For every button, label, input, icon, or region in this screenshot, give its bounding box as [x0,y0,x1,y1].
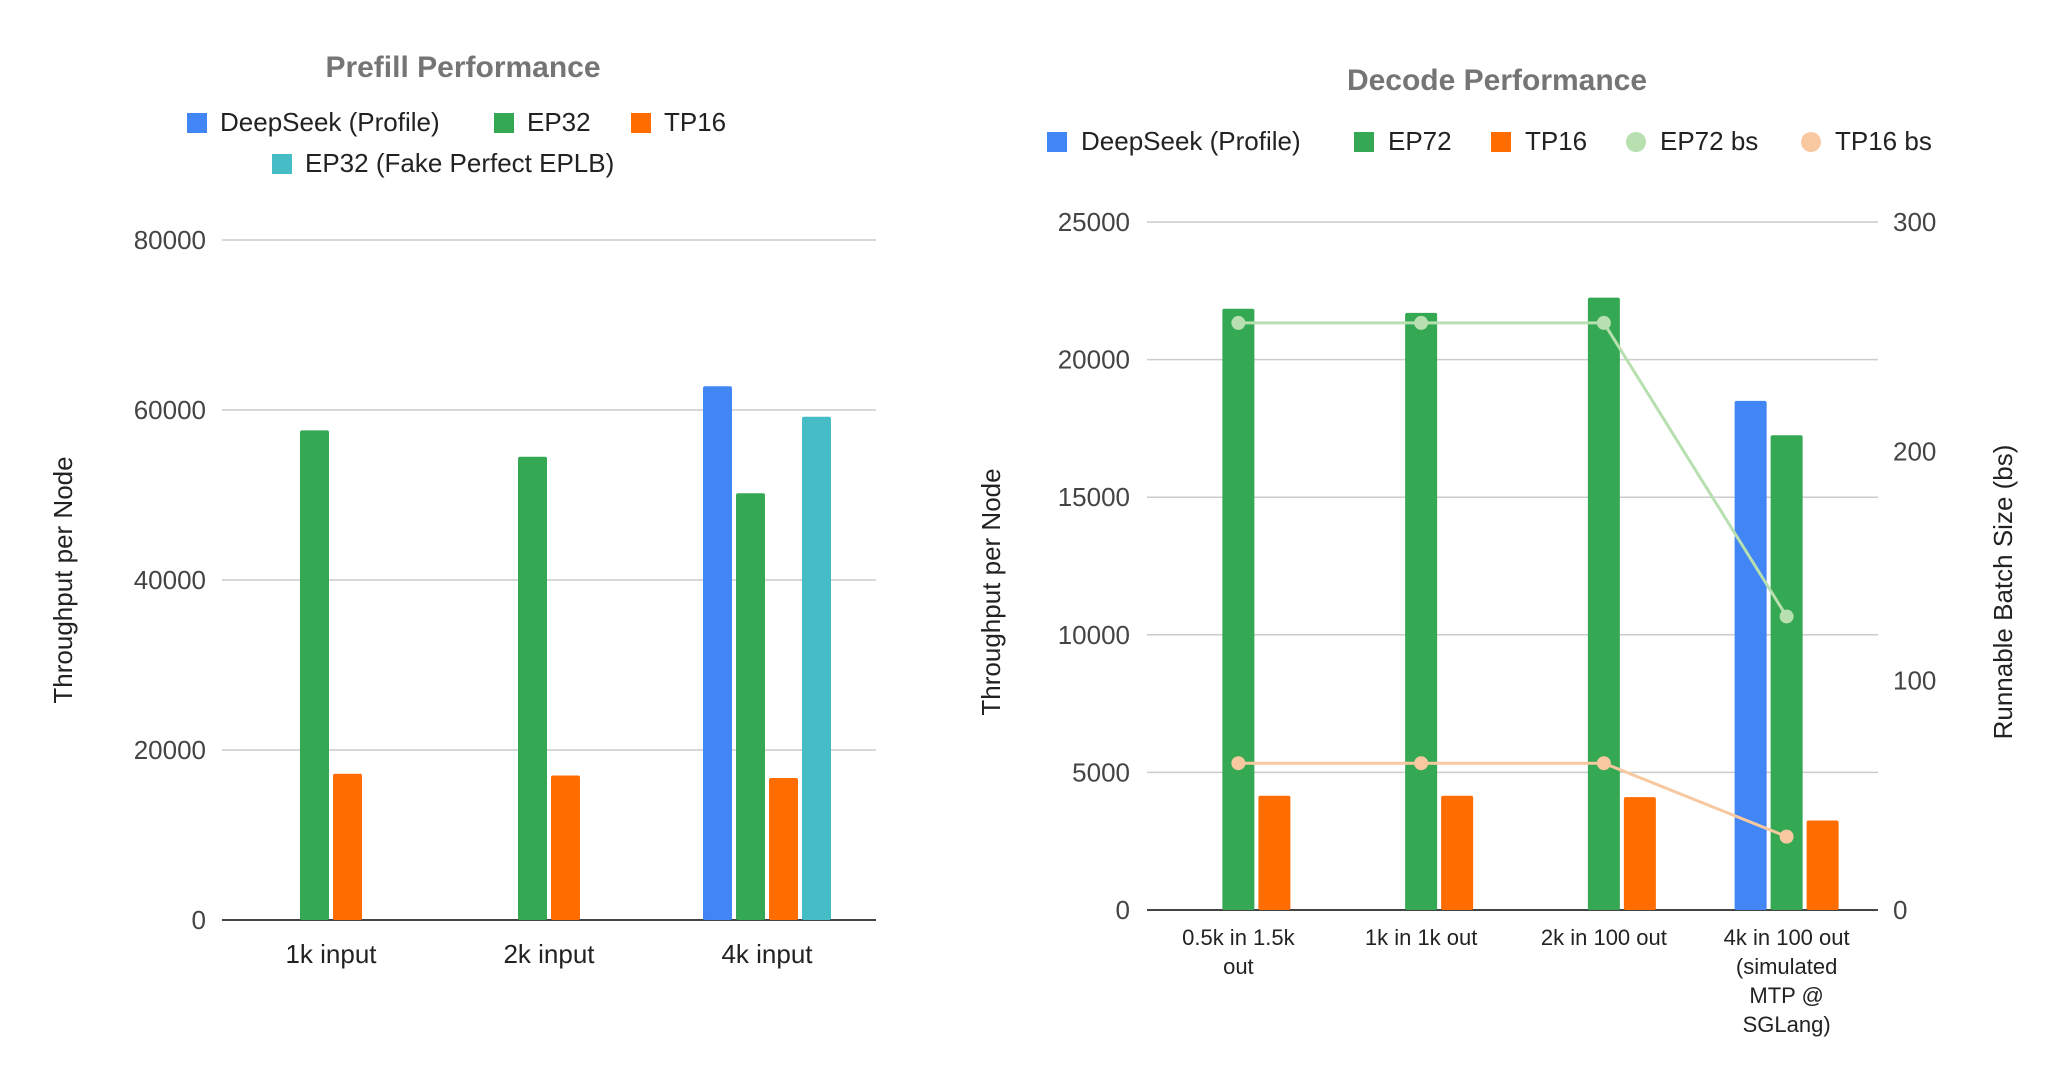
decode-bar [1441,795,1474,910]
decode-legend-label: DeepSeek (Profile) [1081,126,1301,156]
decode-x-tick-label: SGLang) [1743,1012,1831,1037]
prefill-bar [769,778,798,920]
prefill-legend-label: DeepSeek (Profile) [220,107,440,137]
decode-y2-tick-label: 300 [1893,207,1936,237]
prefill-chart-title: Prefill Performance [325,51,600,84]
decode-y-tick-label: 0 [1116,895,1130,925]
prefill-y-tick-label: 60000 [134,395,206,425]
decode-y2-tick-label: 0 [1893,895,1907,925]
decode-legend-swatch [1491,132,1511,152]
prefill-x-tick-label: 1k input [285,939,377,969]
prefill-y-tick-label: 0 [192,905,206,935]
prefill-x-tick-label: 2k input [503,939,595,969]
prefill-y-tick-label: 80000 [134,225,206,255]
decode-y-axis-title: Throughput per Node [976,468,1006,715]
decode-y-tick-label: 10000 [1058,620,1130,650]
decode-line-series [1238,321,1788,618]
decode-line-point [1596,756,1611,771]
decode-legend-label: EP72 [1388,126,1452,156]
prefill-x-tick-label: 4k input [721,939,813,969]
decode-bar [1770,435,1803,910]
decode-bar [1623,797,1656,910]
decode-line-series [1238,761,1788,839]
decode-bar [1806,820,1839,910]
decode-x-tick-label: out [1223,954,1254,979]
prefill-bar [333,773,362,920]
prefill-bar [736,493,765,920]
decode-bar [1587,297,1620,910]
decode-bar [1222,308,1255,910]
decode-x-tick-label: 2k in 100 out [1541,925,1667,950]
prefill-bar [551,775,580,920]
decode-y-tick-label: 5000 [1072,757,1130,787]
decode-line-point [1596,315,1611,330]
prefill-legend-swatch [187,113,207,133]
decode-x-tick-label: MTP @ [1749,983,1824,1008]
decode-y2-axis-title: Runnable Batch Size (bs) [1988,445,2018,740]
prefill-legend-swatch [631,113,651,133]
prefill-legend-label: EP32 (Fake Perfect EPLB) [305,148,614,178]
prefill-legend-label: TP16 [664,107,726,137]
decode-y-tick-label: 25000 [1058,207,1130,237]
prefill-bar [300,430,329,920]
decode-line-point [1231,756,1246,771]
decode-y2-tick-label: 200 [1893,436,1936,466]
prefill-legend-swatch [272,154,292,174]
decode-line-point [1231,315,1246,330]
decode-legend-swatch [1047,132,1067,152]
decode-y-tick-label: 20000 [1058,345,1130,375]
decode-line-point [1414,756,1429,771]
decode-legend-label: TP16 [1525,126,1587,156]
prefill-bar [703,386,732,920]
prefill-y-tick-label: 40000 [134,565,206,595]
prefill-legend-swatch [494,113,514,133]
decode-legend-swatch [1626,132,1646,152]
decode-legend-label: EP72 bs [1660,126,1758,156]
decode-y2-tick-label: 100 [1893,666,1936,696]
decode-y-tick-label: 15000 [1058,482,1130,512]
decode-x-tick-label: (simulated [1736,954,1837,979]
decode-bar [1405,312,1438,910]
decode-x-tick-label: 0.5k in 1.5k [1182,925,1296,950]
decode-legend-swatch [1801,132,1821,152]
prefill-y-axis-title: Throughput per Node [48,456,78,703]
decode-x-tick-label: 1k in 1k out [1365,925,1478,950]
prefill-bar [518,456,547,920]
decode-legend-swatch [1354,132,1374,152]
decode-x-tick-label: 4k in 100 out [1724,925,1850,950]
decode-bar [1734,400,1767,910]
prefill-y-tick-label: 20000 [134,735,206,765]
decode-legend-label: TP16 bs [1835,126,1932,156]
decode-chart-title: Decode Performance [1347,64,1647,97]
prefill-legend-label: EP32 [527,107,591,137]
decode-line-point [1414,315,1429,330]
prefill-bar [802,416,831,920]
decode-bar [1258,795,1291,910]
decode-line-point [1779,609,1794,624]
decode-line-point [1779,829,1794,844]
